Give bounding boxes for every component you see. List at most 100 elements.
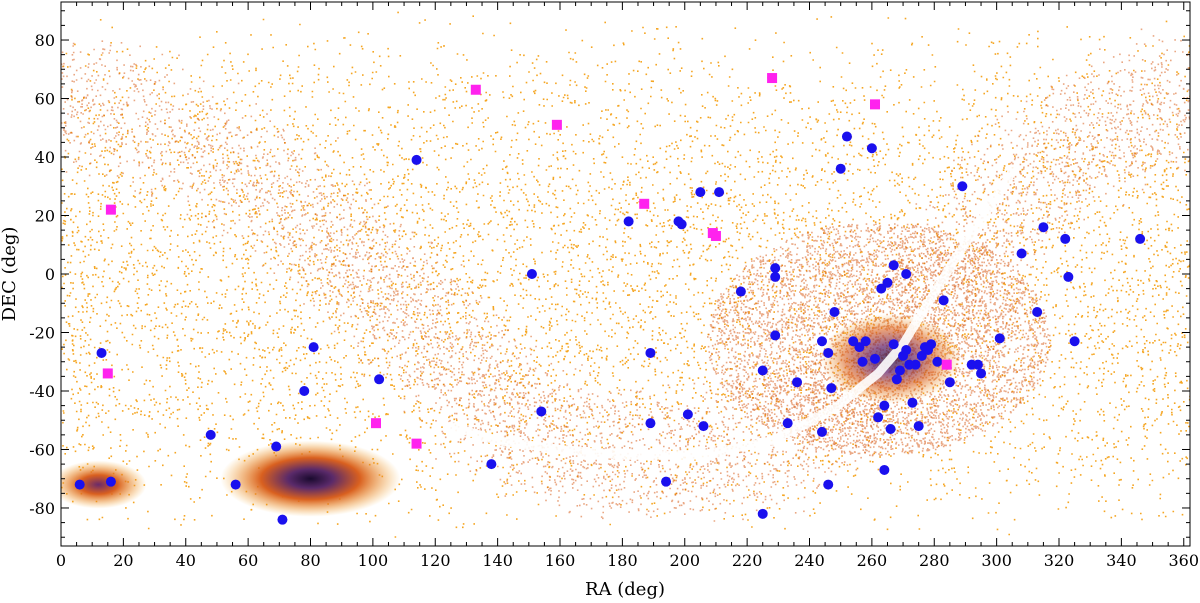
- data-point-blue: [96, 347, 107, 358]
- data-point-magenta: [102, 368, 113, 379]
- data-point-blue: [230, 479, 241, 490]
- data-point-blue: [645, 347, 656, 358]
- data-point-blue: [901, 269, 912, 279]
- x-tick-label: 240: [794, 551, 825, 570]
- data-point-blue: [932, 356, 943, 367]
- data-point-blue: [848, 336, 859, 347]
- data-point-blue: [536, 406, 547, 417]
- x-tick-label: 300: [981, 551, 1012, 570]
- data-point-blue: [770, 330, 781, 341]
- data-point-blue: [829, 307, 840, 318]
- y-axis-label: DEC (deg): [0, 227, 20, 322]
- x-axis-ticks: 0 20 40 60 80 100 120 140 160 180 200 220 240 260 280 3…: [56, 2, 1199, 570]
- data-point-blue: [976, 368, 987, 379]
- data-point-blue: [916, 350, 927, 361]
- data-point-blue: [823, 347, 834, 358]
- data-point-blue: [782, 418, 793, 429]
- data-point-blue: [879, 464, 890, 475]
- data-point-blue: [879, 400, 890, 411]
- data-point-magenta: [411, 438, 422, 449]
- data-point-blue: [623, 216, 634, 227]
- data-point-blue: [695, 187, 706, 198]
- data-point-blue: [661, 476, 672, 487]
- series-blue-circles: [74, 131, 1146, 525]
- data-point-blue: [526, 269, 537, 279]
- data-point-blue: [1135, 233, 1146, 244]
- data-point-blue: [105, 476, 116, 487]
- data-point-blue: [714, 187, 725, 198]
- data-point-blue: [676, 219, 687, 230]
- data-point-blue: [823, 479, 834, 490]
- data-point-blue: [891, 374, 902, 385]
- data-point-blue: [870, 353, 881, 364]
- data-point-blue: [1069, 336, 1080, 347]
- data-point-blue: [682, 409, 693, 420]
- x-tick-label: 60: [238, 551, 258, 570]
- y-tick-label: 60: [35, 90, 55, 109]
- data-point-blue: [299, 385, 310, 396]
- data-point-blue: [938, 295, 949, 306]
- data-point-blue: [374, 374, 385, 385]
- data-point-blue: [882, 277, 893, 288]
- data-point-blue: [888, 339, 899, 350]
- data-point-blue: [1063, 271, 1074, 282]
- data-point-blue: [205, 429, 216, 440]
- x-tick-label: 100: [358, 551, 389, 570]
- small-magellanic-cloud: [61, 460, 147, 509]
- data-point-magenta: [105, 204, 116, 215]
- data-point-blue: [926, 339, 937, 350]
- y-tick-label: 80: [35, 31, 55, 50]
- data-point-blue: [74, 479, 85, 490]
- data-point-blue: [792, 377, 803, 388]
- data-point-blue: [907, 397, 918, 408]
- data-point-blue: [816, 426, 827, 437]
- x-tick-label: 220: [732, 551, 763, 570]
- data-point-blue: [486, 459, 497, 470]
- x-tick-label: 200: [669, 551, 700, 570]
- x-tick-label: 280: [919, 551, 950, 570]
- data-point-blue: [308, 342, 319, 353]
- data-point-magenta: [710, 230, 721, 241]
- data-point-blue: [972, 359, 983, 370]
- data-point-magenta: [370, 418, 381, 429]
- data-point-blue: [735, 286, 746, 297]
- data-point-blue: [1060, 233, 1071, 244]
- data-point-blue: [885, 424, 896, 435]
- data-point-blue: [910, 359, 921, 370]
- x-tick-label: 340: [1106, 551, 1137, 570]
- y-tick-label: 20: [35, 207, 55, 226]
- data-point-blue: [826, 383, 837, 394]
- data-point-blue: [816, 336, 827, 347]
- x-tick-label: 40: [176, 551, 196, 570]
- y-tick-label: 40: [35, 148, 55, 167]
- data-point-blue: [857, 356, 868, 367]
- y-tick-label: 0: [45, 265, 55, 284]
- y-axis-ticks: -80 -60 -40 -20 0 20 40 60 80: [29, 10, 1190, 538]
- extinction-lane: [446, 167, 1017, 460]
- data-point-blue: [944, 377, 955, 388]
- data-point-blue: [645, 418, 656, 429]
- data-point-magenta: [941, 359, 952, 370]
- data-point-blue: [913, 421, 924, 432]
- data-point-blue: [271, 441, 282, 452]
- x-tick-label: 180: [607, 551, 638, 570]
- x-tick-label: 160: [545, 551, 576, 570]
- data-point-blue: [277, 514, 288, 525]
- data-point-magenta: [870, 99, 881, 110]
- data-point-blue: [757, 508, 768, 519]
- x-tick-label: 20: [113, 551, 133, 570]
- data-point-blue: [866, 143, 877, 154]
- data-point-blue: [957, 181, 968, 192]
- x-axis-label: RA (deg): [585, 579, 665, 600]
- star-field-sparse: [61, 11, 1190, 538]
- y-tick-label: -80: [29, 499, 55, 518]
- data-point-blue: [770, 263, 781, 274]
- data-point-blue: [894, 365, 905, 376]
- data-point-blue: [901, 345, 912, 356]
- y-tick-label: -40: [29, 382, 55, 401]
- data-point-blue: [1016, 248, 1027, 259]
- x-tick-label: 360: [1168, 551, 1199, 570]
- data-point-blue: [854, 342, 865, 353]
- data-point-blue: [1038, 222, 1049, 233]
